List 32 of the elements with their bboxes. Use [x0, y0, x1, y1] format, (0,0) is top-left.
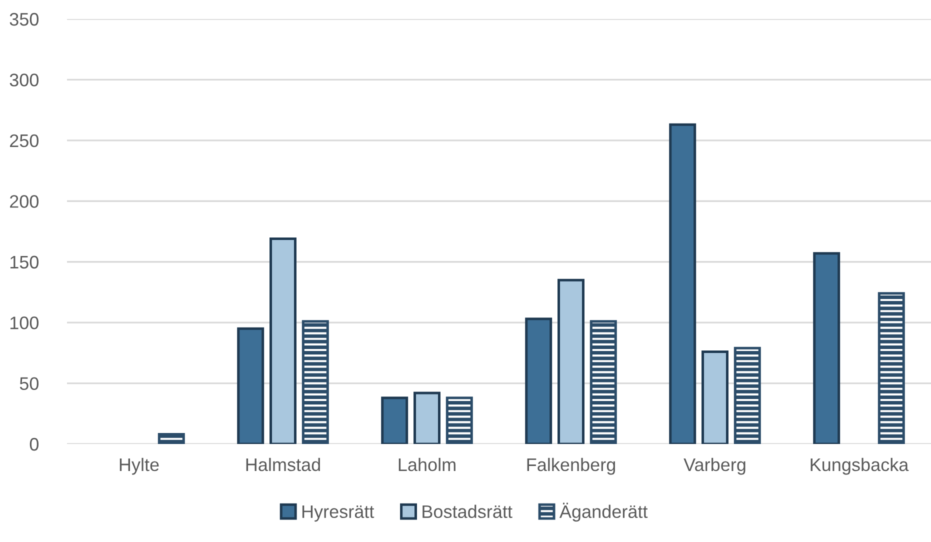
x-tick-label: Falkenberg	[527, 458, 616, 475]
y-tick-label: 300	[10, 74, 39, 86]
x-tick-label: Varberg	[684, 458, 746, 475]
bar	[813, 252, 840, 444]
legend-label: Hyresrätt	[302, 505, 374, 522]
x-tick-label: Kungsbacka	[810, 458, 909, 475]
legend-label: Äganderätt	[559, 502, 648, 522]
y-tick-label: 0	[30, 438, 39, 451]
bar	[734, 346, 761, 444]
bar	[446, 396, 473, 444]
bar	[702, 350, 728, 444]
bar	[270, 238, 296, 444]
bar	[525, 318, 552, 444]
y-tick-label: 100	[10, 316, 39, 330]
bar	[878, 292, 905, 444]
y-tick-label: 250	[10, 134, 39, 148]
y-tick-label: 350	[10, 12, 39, 26]
bar	[558, 278, 584, 444]
x-tick-label: Halmstad	[246, 458, 320, 472]
x-tick-label: Laholm	[398, 458, 456, 472]
bar	[414, 392, 440, 444]
y-tick-label: 50	[20, 377, 39, 390]
bar	[237, 327, 264, 444]
bar	[590, 320, 617, 444]
bar	[158, 433, 185, 444]
y-tick-label: 200	[10, 195, 39, 208]
bar	[302, 320, 329, 444]
legend-label: Bostadsrätt	[422, 504, 512, 518]
bar	[381, 396, 408, 444]
y-tick-label: 150	[10, 256, 39, 269]
x-tick-label: Hylte	[120, 458, 159, 475]
bar	[669, 123, 696, 444]
